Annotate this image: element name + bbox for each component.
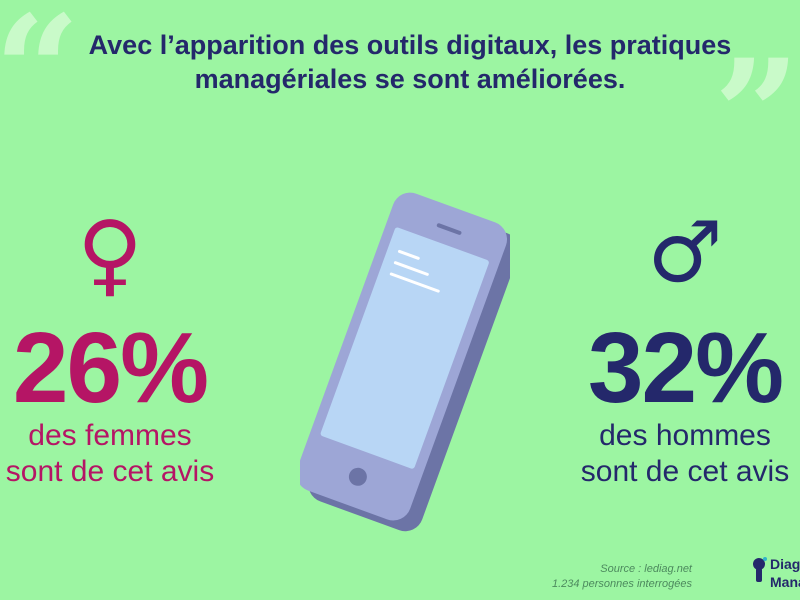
men-label-line-2: sont de cet avis	[580, 455, 790, 488]
men-percent: 32%	[587, 312, 784, 424]
smartphone-icon	[300, 192, 510, 532]
male-symbol-icon: ♂	[647, 203, 723, 301]
logo-text-line-1: Diagn	[770, 556, 800, 572]
close-quote-icon: ”	[713, 27, 800, 203]
headline-line-1: Avec l’apparition des outils digitaux, l…	[88, 30, 732, 60]
men-label-line-1: des hommes	[599, 419, 771, 452]
source-note: Source : lediag.net 1.234 personnes inte…	[552, 562, 692, 592]
logo-text-line-2: Mana	[770, 574, 800, 590]
source-line-1: Source : lediag.net	[600, 563, 692, 575]
logo: Diagn Mana	[750, 552, 800, 600]
source-line-2: 1.234 personnes interrogées	[551, 578, 692, 590]
open-quote-icon: “	[0, 0, 81, 159]
headline-line-2: managériales se sont améliorées.	[194, 64, 626, 94]
logo-mark-icon	[753, 557, 767, 582]
women-label-line-2: sont de cet avis	[5, 455, 215, 488]
women-label-line-1: des femmes	[28, 419, 192, 452]
women-stat: ♀ 26% des femmes sont de cet avis	[0, 210, 220, 490]
women-percent: 26%	[12, 312, 209, 424]
female-symbol-icon: ♀	[77, 202, 143, 307]
headline: Avec l’apparition des outils digitaux, l…	[60, 28, 760, 96]
men-stat: ♂ 32% des hommes sont de cet avis	[570, 210, 800, 490]
